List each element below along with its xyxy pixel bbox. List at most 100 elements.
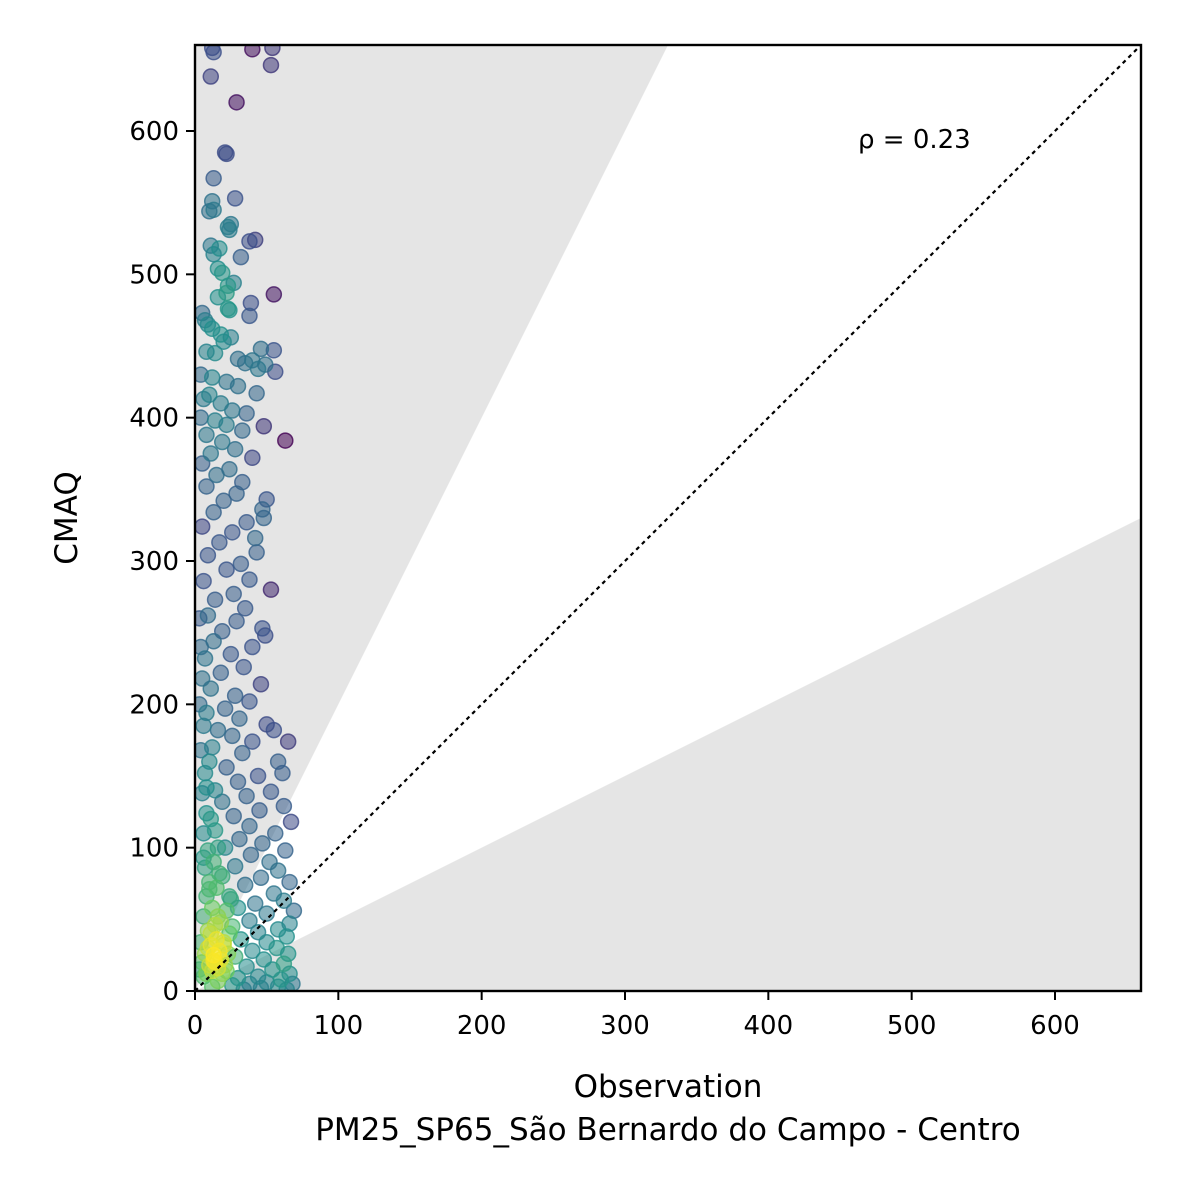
data-point (226, 687, 244, 704)
data-point (244, 638, 261, 656)
data-point (226, 858, 244, 875)
data-point (262, 783, 280, 801)
data-point (238, 514, 255, 531)
x-tick-label: 200 (457, 1011, 507, 1041)
data-point (211, 240, 228, 257)
data-point (268, 939, 285, 957)
data-point (232, 248, 250, 266)
data-point (198, 478, 215, 495)
data-point (224, 524, 241, 541)
correlation-annotation: ρ = 0.23 (858, 125, 971, 155)
data-point (241, 912, 258, 930)
data-point (244, 942, 261, 960)
x-tick-label: 0 (187, 1011, 204, 1041)
data-point (212, 664, 230, 682)
data-point (225, 807, 242, 825)
data-point (201, 386, 218, 403)
data-point (254, 620, 271, 637)
data-point (215, 492, 232, 510)
data-point (209, 721, 227, 739)
data-point (212, 395, 230, 412)
y-tick-label: 300 (129, 547, 179, 577)
data-point (208, 466, 225, 484)
data-point (241, 307, 258, 325)
data-point (254, 501, 271, 518)
data-point (236, 876, 254, 894)
data-point (244, 733, 261, 750)
data-point (252, 340, 270, 358)
x-tick-label: 400 (744, 1011, 794, 1041)
data-point (246, 895, 264, 912)
data-point (205, 853, 222, 871)
data-point (258, 905, 275, 922)
data-point (203, 369, 221, 386)
shaded-region-upper (195, 45, 668, 991)
data-point (264, 45, 281, 57)
data-point (235, 658, 252, 676)
data-point (196, 764, 214, 782)
plot-area (195, 45, 1141, 991)
data-point (206, 591, 224, 608)
data-point (269, 753, 287, 770)
data-point (198, 704, 215, 722)
data-point (242, 846, 260, 864)
x-tick-label: 300 (600, 1011, 650, 1041)
data-point (241, 817, 258, 835)
data-point (205, 504, 222, 521)
data-point (195, 572, 212, 590)
data-point (248, 385, 265, 402)
data-point (202, 680, 220, 697)
data-point (231, 830, 248, 848)
shaded-region-lower (195, 518, 1141, 991)
data-point (229, 773, 247, 790)
data-point (206, 344, 224, 362)
data-point (262, 581, 280, 598)
data-point (279, 733, 297, 750)
data-point (267, 825, 284, 842)
data-point (226, 440, 244, 458)
data-point (205, 201, 222, 219)
data-point (249, 360, 267, 378)
data-point (206, 412, 224, 429)
data-point (206, 822, 224, 839)
data-point (211, 534, 228, 551)
data-point (219, 218, 237, 236)
data-point (275, 892, 293, 909)
x-axis-sublabel: PM25_SP65_São Bernardo do Campo - Centro (315, 1112, 1021, 1148)
data-point (238, 958, 255, 975)
data-point (262, 56, 280, 74)
y-axis-ticks: 0 100 200 300 400 500 600 (129, 117, 195, 1007)
plot-frame (193, 43, 1143, 993)
data-point (265, 721, 283, 739)
data-point (272, 971, 290, 988)
data-point (275, 955, 293, 973)
data-point (195, 518, 211, 535)
data-point (241, 571, 258, 588)
data-point (202, 68, 220, 85)
data-point (225, 585, 242, 603)
y-tick-label: 0 (162, 977, 179, 1007)
data-point (241, 233, 258, 250)
data-point (236, 600, 254, 617)
data-point (282, 813, 300, 831)
data-point (232, 555, 250, 573)
data-point (198, 426, 215, 444)
data-point (205, 946, 222, 964)
data-point (205, 45, 222, 61)
x-tick-label: 500 (887, 1011, 937, 1041)
data-point (249, 767, 267, 785)
data-point (212, 326, 230, 343)
data-point (248, 544, 265, 561)
data-point (277, 842, 294, 859)
data-point (234, 422, 251, 439)
data-point (203, 739, 221, 756)
data-point (238, 787, 255, 805)
y-axis-label: CMAQ (49, 471, 85, 564)
x-tick-label: 100 (314, 1011, 364, 1041)
data-point (265, 286, 283, 303)
data-point (277, 432, 294, 449)
data-point (252, 676, 270, 693)
x-axis-label: Observation (574, 1069, 763, 1105)
data-point (241, 693, 258, 710)
